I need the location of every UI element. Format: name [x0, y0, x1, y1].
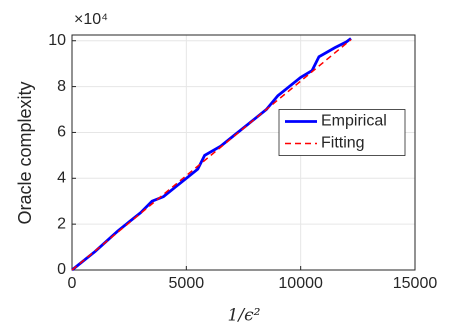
- x-tick-label: 5000: [169, 275, 205, 292]
- y-tick-label: 4: [57, 170, 66, 187]
- y-tick-label: 0: [57, 261, 66, 278]
- y-axis-label: Oracle complexity: [15, 81, 35, 224]
- x-tick-label: 15000: [393, 275, 438, 292]
- x-tick-label: 10000: [278, 275, 323, 292]
- y-multiplier: ×10⁴: [74, 11, 108, 28]
- y-tick-label: 2: [57, 215, 66, 232]
- axes-box: [71, 34, 416, 271]
- legend-box: [278, 109, 406, 156]
- y-tick-label: 6: [57, 124, 66, 141]
- x-tick-label: 0: [68, 275, 77, 292]
- y-tick-label: 10: [48, 32, 66, 49]
- x-axis-label: 1/ϵ²: [228, 306, 261, 326]
- legend-label: Empirical: [321, 113, 387, 130]
- y-tick-label: 8: [57, 78, 66, 95]
- legend-label: Fitting: [321, 135, 365, 152]
- line: [71, 39, 352, 271]
